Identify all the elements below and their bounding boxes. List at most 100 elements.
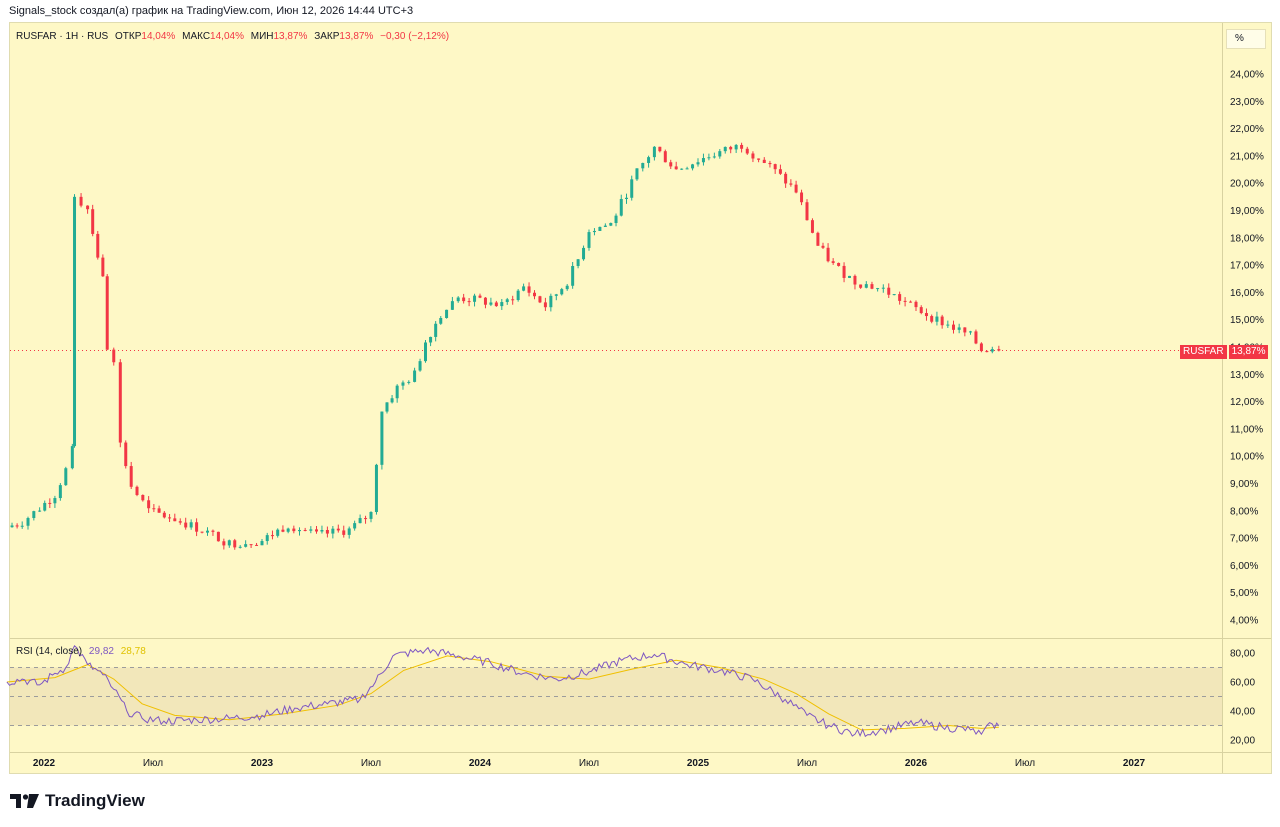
- candle-body: [281, 529, 285, 532]
- time-tick-label: 2023: [251, 758, 274, 769]
- price-tick-label: 20,00%: [1230, 179, 1264, 190]
- candle-body: [58, 485, 62, 499]
- candle-body: [505, 299, 509, 303]
- candle-body: [816, 232, 820, 246]
- price-tick-label: 15,00%: [1230, 315, 1264, 326]
- candle-body: [286, 528, 290, 532]
- candle-body: [43, 502, 47, 511]
- candle-body: [565, 285, 569, 290]
- candle-body: [270, 535, 274, 537]
- candle-body: [734, 144, 738, 150]
- candle-body: [129, 466, 133, 487]
- candle-body: [10, 525, 14, 528]
- legend-open-value: 14,04%: [141, 31, 176, 42]
- candle-body: [445, 309, 449, 319]
- candle-body: [745, 148, 749, 154]
- tradingview-logo[interactable]: TradingView: [10, 791, 145, 811]
- price-tick-label: 6,00%: [1230, 561, 1258, 572]
- candle-body: [543, 302, 547, 308]
- candle-body: [434, 323, 438, 337]
- candle-body: [930, 316, 934, 322]
- rsi-tick-label: 40,00: [1230, 707, 1255, 718]
- candle-body: [718, 151, 722, 157]
- candle-body: [887, 287, 891, 295]
- candle-body: [985, 351, 989, 353]
- rsi-legend: RSI (14, close) 29,82 28,78: [16, 646, 146, 657]
- candle-body: [401, 382, 405, 386]
- candle-body: [439, 318, 443, 324]
- time-tick-label: Июл: [797, 758, 817, 769]
- legend-low-label: МИН: [250, 31, 274, 42]
- candle-body: [598, 226, 602, 231]
- candle-body: [571, 265, 575, 286]
- price-tick-label: 21,00%: [1230, 151, 1264, 162]
- candle-body: [641, 162, 645, 169]
- candle-body: [105, 276, 109, 350]
- candle-body: [757, 158, 761, 160]
- candle-body: [837, 262, 841, 266]
- candle-body: [892, 294, 896, 296]
- tradingview-logo-text: TradingView: [45, 791, 145, 810]
- candle-body: [124, 442, 128, 467]
- time-tick-label: Июл: [579, 758, 599, 769]
- time-tick-label: Июл: [143, 758, 163, 769]
- candle-body: [255, 544, 259, 546]
- candle-body: [206, 530, 209, 533]
- candle-body: [292, 528, 296, 532]
- price-badge-symbol: RUSFAR: [1180, 345, 1227, 359]
- candle-body: [418, 361, 422, 371]
- candle-body: [483, 297, 487, 305]
- candle-body: [168, 517, 172, 519]
- candle-body: [592, 230, 596, 233]
- price-tick-label: 13,00%: [1230, 370, 1264, 381]
- candle-body: [740, 144, 744, 149]
- candle-body: [826, 247, 830, 262]
- candle-body: [609, 223, 613, 226]
- candle-body: [957, 327, 961, 330]
- rsi-legend-ma-value: 28,78: [120, 646, 146, 657]
- candle-body: [946, 324, 950, 326]
- price-tick-label: 5,00%: [1230, 588, 1258, 599]
- price-tick-label: 7,00%: [1230, 534, 1258, 545]
- candle-body: [784, 173, 788, 184]
- candle-body: [331, 528, 335, 534]
- chart-frame[interactable]: [9, 22, 1272, 774]
- candle-body: [582, 247, 586, 260]
- percent-scale-button[interactable]: %: [1226, 29, 1266, 49]
- candle-body: [478, 295, 482, 298]
- price-badge-value: 13,87%: [1228, 345, 1269, 359]
- candle-body: [413, 370, 417, 382]
- candle-body: [112, 349, 116, 363]
- candle-body: [260, 541, 264, 546]
- candle-body: [701, 158, 705, 163]
- rsi-line: [6, 644, 1000, 738]
- candle-body: [805, 202, 809, 221]
- candle-body: [560, 289, 564, 295]
- candle-body: [336, 528, 340, 531]
- candle-body: [462, 297, 466, 302]
- candle-body: [635, 168, 639, 180]
- candle-body: [979, 343, 983, 352]
- price-tick-label: 19,00%: [1230, 206, 1264, 217]
- candle-body: [614, 215, 618, 224]
- candle-body: [881, 287, 885, 289]
- candle-body: [38, 510, 42, 512]
- candle-body: [178, 521, 182, 523]
- candle-body: [712, 156, 716, 158]
- candle-body: [587, 232, 591, 248]
- candle-body: [821, 245, 825, 248]
- candle-body: [494, 302, 498, 307]
- candle-body: [778, 169, 782, 174]
- candle-body: [32, 511, 36, 519]
- legend-close-value: 13,87%: [339, 31, 374, 42]
- candle-body: [15, 525, 19, 527]
- legend-high-value: 14,04%: [210, 31, 244, 42]
- candle-body: [522, 286, 526, 291]
- candle-body: [963, 327, 967, 333]
- last-price-badge: RUSFAR 13,87%: [1180, 345, 1269, 359]
- candle-body: [173, 518, 177, 522]
- candle-body: [189, 522, 193, 528]
- candle-body: [768, 162, 772, 165]
- candle-body: [211, 530, 215, 532]
